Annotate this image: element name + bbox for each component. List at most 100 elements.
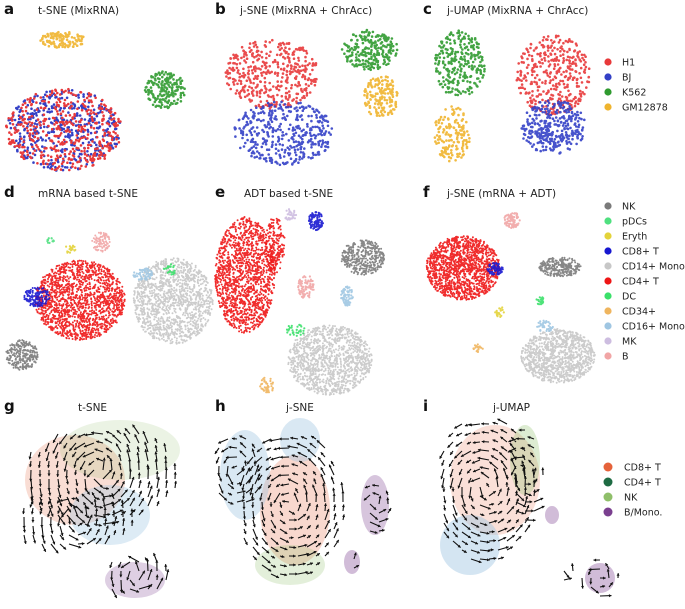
legend-swatch-nk: [604, 202, 612, 210]
a-cluster-k562: [143, 70, 186, 110]
c-cluster-gm12878: [433, 105, 471, 163]
legend-swatch-pdcs: [604, 217, 612, 225]
legend-swatch-bj: [604, 73, 612, 81]
legend-label-k562: K562: [622, 88, 646, 99]
legend-label-mk: MK: [622, 337, 637, 348]
legend-swatch-eryth: [604, 232, 612, 240]
h-velocity-arrows: [214, 435, 392, 579]
panel-title-c: j-UMAP (MixRNA + ChrAcc): [446, 5, 588, 17]
d-cluster-nk: [5, 339, 39, 371]
legend-label-h1: H1: [622, 58, 635, 69]
legend-cell-lines: H1 BJ K562 GM12878: [604, 58, 668, 114]
embedding-plots: [4, 28, 620, 599]
legend-label-cd8t: CD8+ T: [622, 247, 659, 258]
panel-letter-d: d: [4, 183, 15, 201]
e-cluster-cd16: [340, 285, 354, 307]
i-region-bmono2: [545, 506, 559, 524]
f-cluster-dc: [535, 296, 545, 306]
g-velocity-arrows: [22, 424, 178, 599]
legend-label-bmono-v: B/Mono.: [624, 508, 662, 519]
b-cluster-h1: [224, 38, 318, 110]
legend-swatch-bmono-v: [603, 507, 613, 517]
f-cluster-cd34: [472, 343, 484, 353]
e-cluster-mk: [284, 208, 298, 221]
panel-title-d: mRNA based t-SNE: [38, 188, 138, 200]
h-region-bmono: [361, 475, 389, 535]
c-cluster-k562: [434, 29, 486, 97]
panel-letter-i: i: [423, 397, 428, 415]
legend-label-bj: BJ: [622, 73, 631, 84]
legend-label-cd4t-v: CD4+ T: [624, 478, 661, 489]
e-cluster-nk: [340, 239, 386, 276]
d-cluster-eryth: [64, 244, 77, 254]
legend-label-cd4t: CD4+ T: [622, 277, 659, 288]
c-cluster-bj: [520, 99, 586, 155]
f-cluster-cd8t: [486, 262, 504, 276]
panel-letter-f: f: [423, 183, 430, 201]
panel-letter-h: h: [215, 397, 226, 415]
d-cluster-cd8t: [23, 286, 51, 308]
d-cluster-cd14: [132, 257, 214, 345]
i-velocity-arrows: [439, 418, 620, 598]
d-cluster-pdc: [46, 237, 55, 244]
legend-swatch-mk: [604, 337, 612, 345]
d-cluster-dc: [163, 263, 176, 276]
panel-title-i: j-UMAP: [492, 402, 530, 414]
f-cluster-cd4t: [425, 235, 501, 301]
legend-label-cd16mono: CD16+ Mono.: [622, 322, 685, 333]
legend-velocity-types: CD8+ T CD4+ T NK B/Mono.: [603, 462, 662, 519]
legend-swatch-k562: [604, 88, 612, 96]
legend-swatch-gm12878: [604, 103, 612, 111]
f-cluster-b: [503, 212, 521, 230]
f-cluster-eryth: [494, 306, 505, 318]
legend-label-b: B: [622, 352, 629, 363]
e-cluster-cd4t2: [264, 217, 286, 274]
legend-label-cd8t-v: CD8+ T: [624, 463, 661, 474]
c-cluster-h1: [515, 34, 591, 116]
panel-title-f: j-SNE (mRNA + ADT): [446, 188, 556, 200]
legend-label-nk: NK: [622, 202, 636, 213]
legend-swatch-nk-v: [603, 492, 613, 502]
i-region-cd4t: [440, 515, 500, 575]
e-cluster-cd34: [259, 376, 274, 394]
e-cluster-cd14: [287, 324, 373, 396]
f-cluster-cd14: [520, 328, 596, 384]
legend-swatch-cd4t: [604, 277, 612, 285]
panel-title-h: j-SNE: [285, 402, 314, 414]
legend-swatch-cd8t: [604, 247, 612, 255]
a-cluster-gm12878: [39, 30, 85, 49]
legend-swatch-dc: [604, 292, 612, 300]
legend-swatch-cd8t-v: [603, 462, 613, 472]
legend-label-dc: DC: [622, 292, 636, 303]
h-region-cd4t: [220, 430, 270, 520]
d-cluster-b: [91, 231, 111, 253]
e-cluster-cd8t: [307, 211, 324, 232]
b-cluster-gm12878: [363, 75, 399, 117]
legend-swatch-cd34: [604, 307, 612, 315]
panel-letter-b: b: [215, 0, 226, 18]
legend-label-pdcs: pDCs: [622, 217, 647, 228]
h-region-cd8t: [260, 455, 330, 565]
b-cluster-k562: [340, 28, 399, 72]
legend-swatch-cd4t-v: [603, 477, 613, 487]
panel-letter-e: e: [215, 183, 225, 201]
f-cluster-cd16: [536, 319, 554, 332]
panel-title-b: j-SNE (MixRNA + ChrAcc): [239, 5, 372, 17]
a-cluster-h1-bj: [4, 87, 122, 172]
legend-swatch-h1: [604, 58, 612, 66]
e-cluster-dc: [285, 323, 306, 337]
d-cluster-cd4t: [34, 259, 126, 341]
e-cluster-cd4t: [214, 216, 276, 334]
d-cluster-cd16: [132, 267, 154, 281]
panel-title-a: t-SNE (MixRNA): [38, 5, 119, 17]
legend-label-cd14mono: CD14+ Mono.: [622, 262, 685, 273]
e-cluster-b: [297, 275, 315, 299]
panel-letter-g: g: [4, 397, 15, 415]
i-region-cd8t: [450, 425, 540, 535]
h-region-bmono2: [344, 550, 360, 574]
panel-title-e: ADT based t-SNE: [244, 188, 333, 200]
legend-swatch-b: [604, 352, 612, 360]
legend-label-nk-v: NK: [624, 493, 638, 504]
panel-letter-c: c: [423, 0, 432, 18]
